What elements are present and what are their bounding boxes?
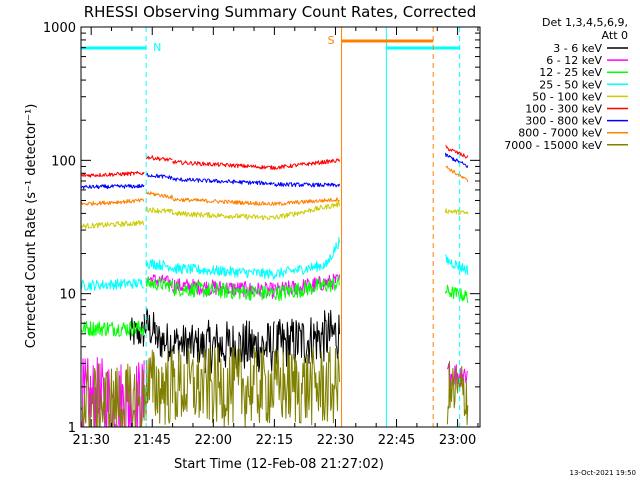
series-line-6-segment-0	[80, 183, 145, 190]
series-line-6-segment-3	[273, 182, 340, 188]
axis-ticks: 21:30 21:45 22:00 22:15 22:30 22:45 23:00 1 10 10…	[43, 21, 481, 448]
legend-label-2: 12 - 25 keV	[539, 66, 602, 79]
series-line-0-segment-1	[143, 308, 157, 345]
x-tick-label-1: 21:45	[134, 433, 171, 448]
series-line-3-segment-1	[145, 259, 174, 272]
series-line-5-segment-2	[172, 160, 275, 170]
x-tick-label-5: 22:45	[378, 433, 415, 448]
series-line-7-segment-0	[80, 198, 145, 206]
legend-label-4: 50 - 100 keV	[532, 90, 602, 103]
series-line-8-segment-2	[446, 360, 469, 426]
y-axis-label: Corrected Count Rate (s⁻¹ detector⁻¹)	[24, 104, 39, 349]
x-tick-label-0: 21:30	[72, 433, 109, 448]
x-tick-label-2: 22:00	[195, 433, 232, 448]
y-tick-label-2: 100	[51, 154, 76, 169]
series-line-0-segment-3	[204, 319, 275, 374]
legend-label-5: 100 - 300 keV	[525, 103, 602, 116]
night-label: N	[153, 41, 161, 54]
legend-label-1: 6 - 12 keV	[546, 54, 602, 67]
series-line-0-segment-2	[155, 323, 206, 365]
series-line-4-segment-0	[80, 220, 145, 230]
series-line-3-segment-5	[444, 254, 469, 276]
legend-header-line-2: Att 0	[602, 29, 628, 42]
series-line-4-segment-4	[444, 208, 469, 216]
series-line-3-segment-4	[326, 236, 340, 265]
x-tick-label-6: 23:00	[439, 433, 476, 448]
series-line-5-segment-3	[273, 158, 340, 170]
series-line-6-segment-4	[444, 152, 469, 168]
series-line-8-segment-1	[143, 346, 340, 428]
series-line-1-segment-4	[446, 363, 468, 388]
x-tick-label-3: 22:15	[256, 433, 293, 448]
y-tick-label-1: 10	[59, 288, 76, 303]
series-line-3-segment-3	[273, 259, 328, 279]
legend-label-6: 300 - 800 keV	[525, 115, 602, 128]
series-line-3-segment-0	[80, 278, 145, 291]
series-line-7-segment-4	[445, 165, 469, 183]
series-line-0-segment-4	[273, 309, 340, 372]
series-line-5-segment-0	[80, 171, 145, 178]
plot-area: NS	[80, 27, 469, 428]
legend-label-7: 800 - 7000 keV	[518, 127, 602, 140]
y-tick-label-3: 1000	[43, 21, 76, 36]
series-line-4-segment-1	[145, 206, 174, 215]
series-line-5-segment-4	[445, 145, 469, 159]
series-line-5-segment-1	[145, 155, 173, 162]
series-line-1-segment-3	[273, 273, 340, 296]
series-line-3-segment-2	[172, 263, 275, 280]
series-line-2-segment-3	[274, 275, 340, 302]
series-line-7-segment-2	[172, 197, 275, 206]
legend-label-8: 7000 - 15000 keV	[504, 139, 602, 152]
y-tick-label-0: 1	[68, 421, 76, 436]
series-line-2-segment-2	[172, 281, 275, 301]
chart-title: RHESSI Observing Summary Count Rates, Co…	[84, 3, 477, 21]
series-line-4-segment-3	[273, 201, 340, 220]
series-line-6-segment-2	[172, 177, 275, 186]
series-line-0-segment-0	[129, 317, 145, 347]
x-axis-label: Start Time (12-Feb-08 21:27:02)	[174, 457, 384, 472]
series-line-7-segment-1	[145, 191, 174, 200]
footer-timestamp: 13-Oct-2021 19:50	[570, 469, 636, 477]
series-line-6-segment-1	[145, 173, 173, 180]
x-tick-label-4: 22:30	[317, 433, 354, 448]
legend-header-line-1: Det 1,3,4,5,6,9,	[542, 16, 628, 29]
series-line-4-segment-2	[172, 210, 275, 221]
series-line-2-segment-4	[444, 284, 469, 303]
series-line-2-segment-0	[80, 320, 145, 337]
series-line-1-segment-0	[80, 357, 145, 428]
series-line-8-segment-0	[80, 363, 145, 428]
legend-label-0: 3 - 6 keV	[553, 42, 602, 55]
series-line-7-segment-3	[273, 197, 340, 206]
series-line-2-segment-1	[145, 276, 174, 293]
saa-label: S	[328, 34, 335, 47]
legend-label-3: 25 - 50 keV	[539, 78, 602, 91]
plot-frame	[80, 26, 481, 428]
